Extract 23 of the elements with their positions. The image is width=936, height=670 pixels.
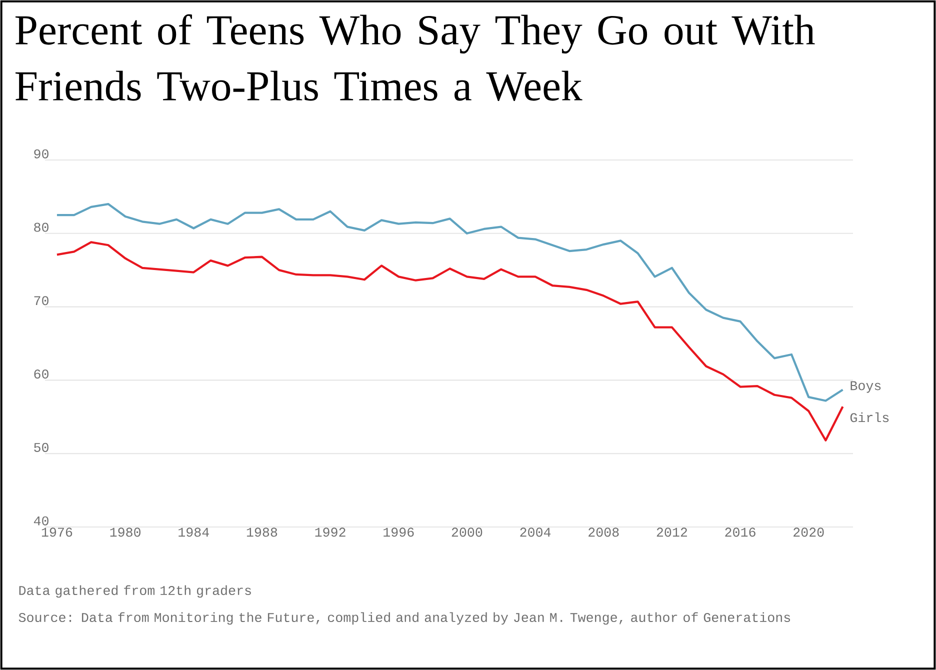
y-tick-label: 70: [34, 296, 48, 306]
y-tick-label: 80: [34, 222, 48, 232]
y-tick-label: 40: [34, 516, 48, 526]
x-tick-label: 1984: [178, 528, 209, 537]
x-tick-label: 1976: [42, 528, 72, 537]
chart-title: Percent of Teens Who Say They Go out With Friends Two-Plus Times a Week: [16, 14, 815, 101]
x-tick-label: 1980: [110, 528, 140, 537]
x-tick-label: 1988: [246, 528, 278, 537]
x-tick-label: 2012: [656, 528, 687, 537]
x-tick-label: 1996: [384, 528, 414, 537]
series-label: Boys: [850, 381, 881, 393]
y-tick-label: 50: [34, 442, 48, 452]
x-tick-label: 2008: [588, 528, 619, 537]
series-label: Girls: [850, 412, 889, 422]
x-tick-label: 2004: [520, 528, 551, 537]
x-tick-label: 2000: [452, 528, 482, 537]
x-tick-label: 1992: [315, 528, 346, 537]
text: Data gathered from 12th graders: [19, 585, 251, 598]
x-tick-label: 2020: [794, 528, 824, 537]
y-tick-label: 90: [34, 149, 48, 158]
x-tick-label: 2016: [725, 528, 756, 537]
source-note: Source: Data from Monitoring the Future, complied and analyzed by Jean M. Twenge, author of Generations: [18, 612, 790, 625]
y-tick-label: 60: [34, 370, 48, 379]
